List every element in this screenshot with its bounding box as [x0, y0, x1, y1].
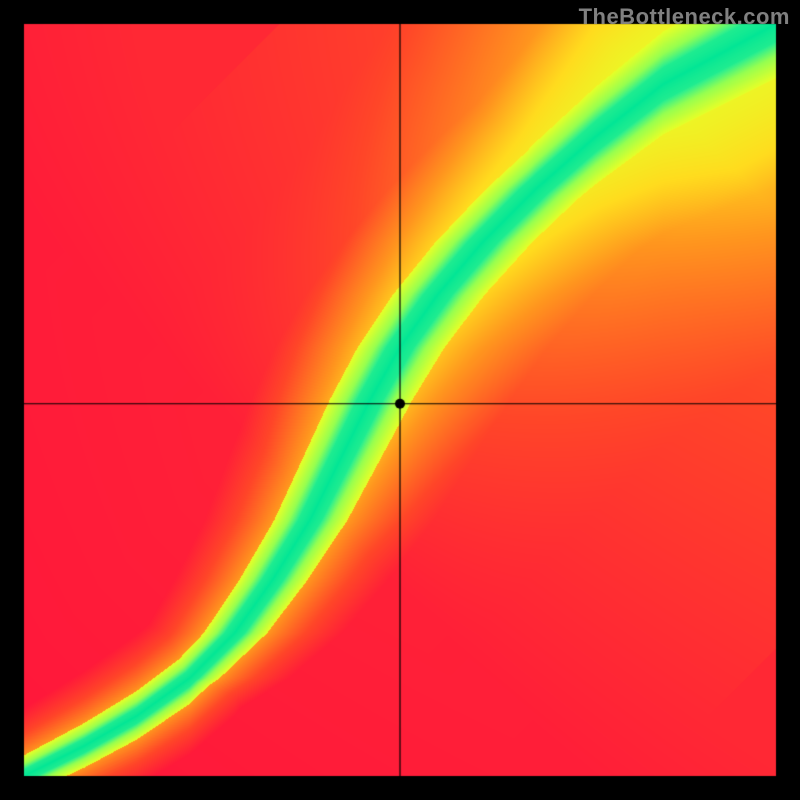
- bottleneck-heatmap: [0, 0, 800, 800]
- watermark-text: TheBottleneck.com: [579, 4, 790, 30]
- chart-frame: TheBottleneck.com: [0, 0, 800, 800]
